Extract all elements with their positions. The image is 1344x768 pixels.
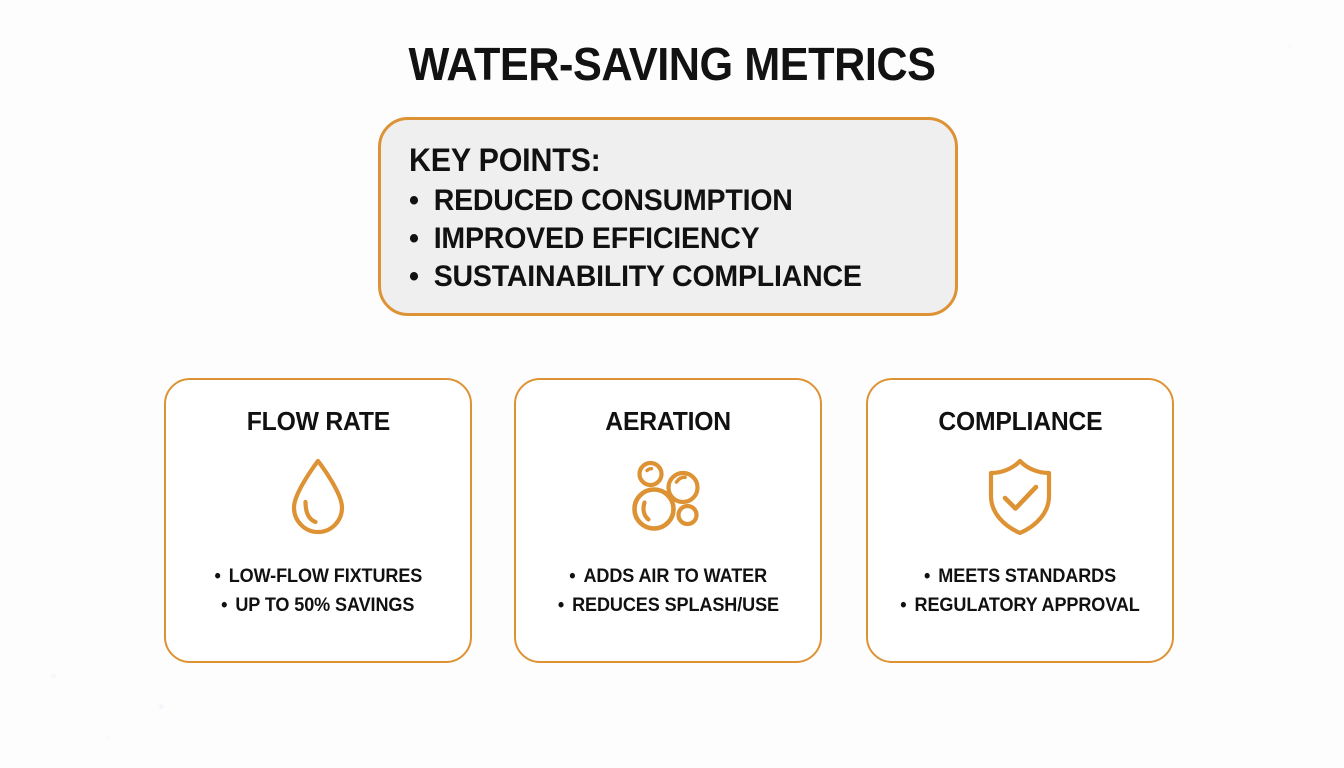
card-bullet-list: • MEETS STANDARDS • REGULATORY APPROVAL <box>868 562 1172 621</box>
page-title: WATER-SAVING METRICS <box>408 38 936 90</box>
card-flow-rate: FLOW RATE • LOW-FLOW FIXTURES • UP TO 50… <box>164 378 472 663</box>
card-title: AERATION <box>605 406 731 436</box>
key-points-list: • REDUCED CONSUMPTION • IMPROVED EFFICIE… <box>409 182 955 296</box>
bubbles-icon <box>622 454 714 540</box>
list-item: • REGULATORY APPROVAL <box>900 591 1140 620</box>
list-item-label: REDUCED CONSUMPTION <box>433 183 793 217</box>
list-item: • LOW-FLOW FIXTURES <box>214 562 422 591</box>
list-item-label: REDUCES SPLASH/USE <box>571 595 779 617</box>
card-title: FLOW RATE <box>246 406 390 436</box>
list-item: • ADDS AIR TO WATER <box>569 562 767 591</box>
bullet-icon: • <box>569 565 576 587</box>
list-item-label: ADDS AIR TO WATER <box>583 565 767 587</box>
card-compliance: COMPLIANCE • MEETS STANDARDS • REGULATOR… <box>866 378 1174 663</box>
list-item-label: UP TO 50% SAVINGS <box>235 595 415 617</box>
water-droplet-icon <box>272 454 364 540</box>
card-aeration: AERATION • ADDS AIR TO WATER <box>514 378 822 663</box>
list-item-label: SUSTAINABILITY COMPLIANCE <box>433 259 862 293</box>
bullet-icon: • <box>923 565 931 587</box>
bullet-icon: • <box>557 595 564 617</box>
bullet-icon: • <box>409 183 419 217</box>
card-bullet-list: • LOW-FLOW FIXTURES • UP TO 50% SAVINGS <box>166 562 470 621</box>
card-bullet-list: • ADDS AIR TO WATER • REDUCES SPLASH/USE <box>516 562 820 621</box>
list-item: • SUSTAINABILITY COMPLIANCE <box>409 258 928 296</box>
list-item-label: MEETS STANDARDS <box>938 565 1116 587</box>
key-points-heading: KEY POINTS: <box>409 142 601 178</box>
list-item: • UP TO 50% SAVINGS <box>221 591 414 620</box>
list-item: • MEETS STANDARDS <box>924 562 1116 591</box>
key-points-panel: KEY POINTS: • REDUCED CONSUMPTION • IMPR… <box>378 117 958 316</box>
bullet-icon: • <box>221 595 228 617</box>
list-item-label: LOW-FLOW FIXTURES <box>228 565 422 587</box>
bullet-icon: • <box>409 259 419 293</box>
list-item-label: IMPROVED EFFICIENCY <box>433 221 760 255</box>
bullet-icon: • <box>900 595 907 617</box>
bullet-icon: • <box>409 221 419 255</box>
list-item-label: REGULATORY APPROVAL <box>914 595 1140 617</box>
bullet-icon: • <box>214 565 221 587</box>
list-item: • REDUCED CONSUMPTION <box>409 182 928 220</box>
list-item: • IMPROVED EFFICIENCY <box>409 220 928 258</box>
list-item: • REDUCES SPLASH/USE <box>557 591 778 620</box>
card-title: COMPLIANCE <box>937 406 1103 436</box>
cards-row: FLOW RATE • LOW-FLOW FIXTURES • UP TO 50… <box>0 378 1344 668</box>
shield-check-icon <box>974 454 1066 540</box>
